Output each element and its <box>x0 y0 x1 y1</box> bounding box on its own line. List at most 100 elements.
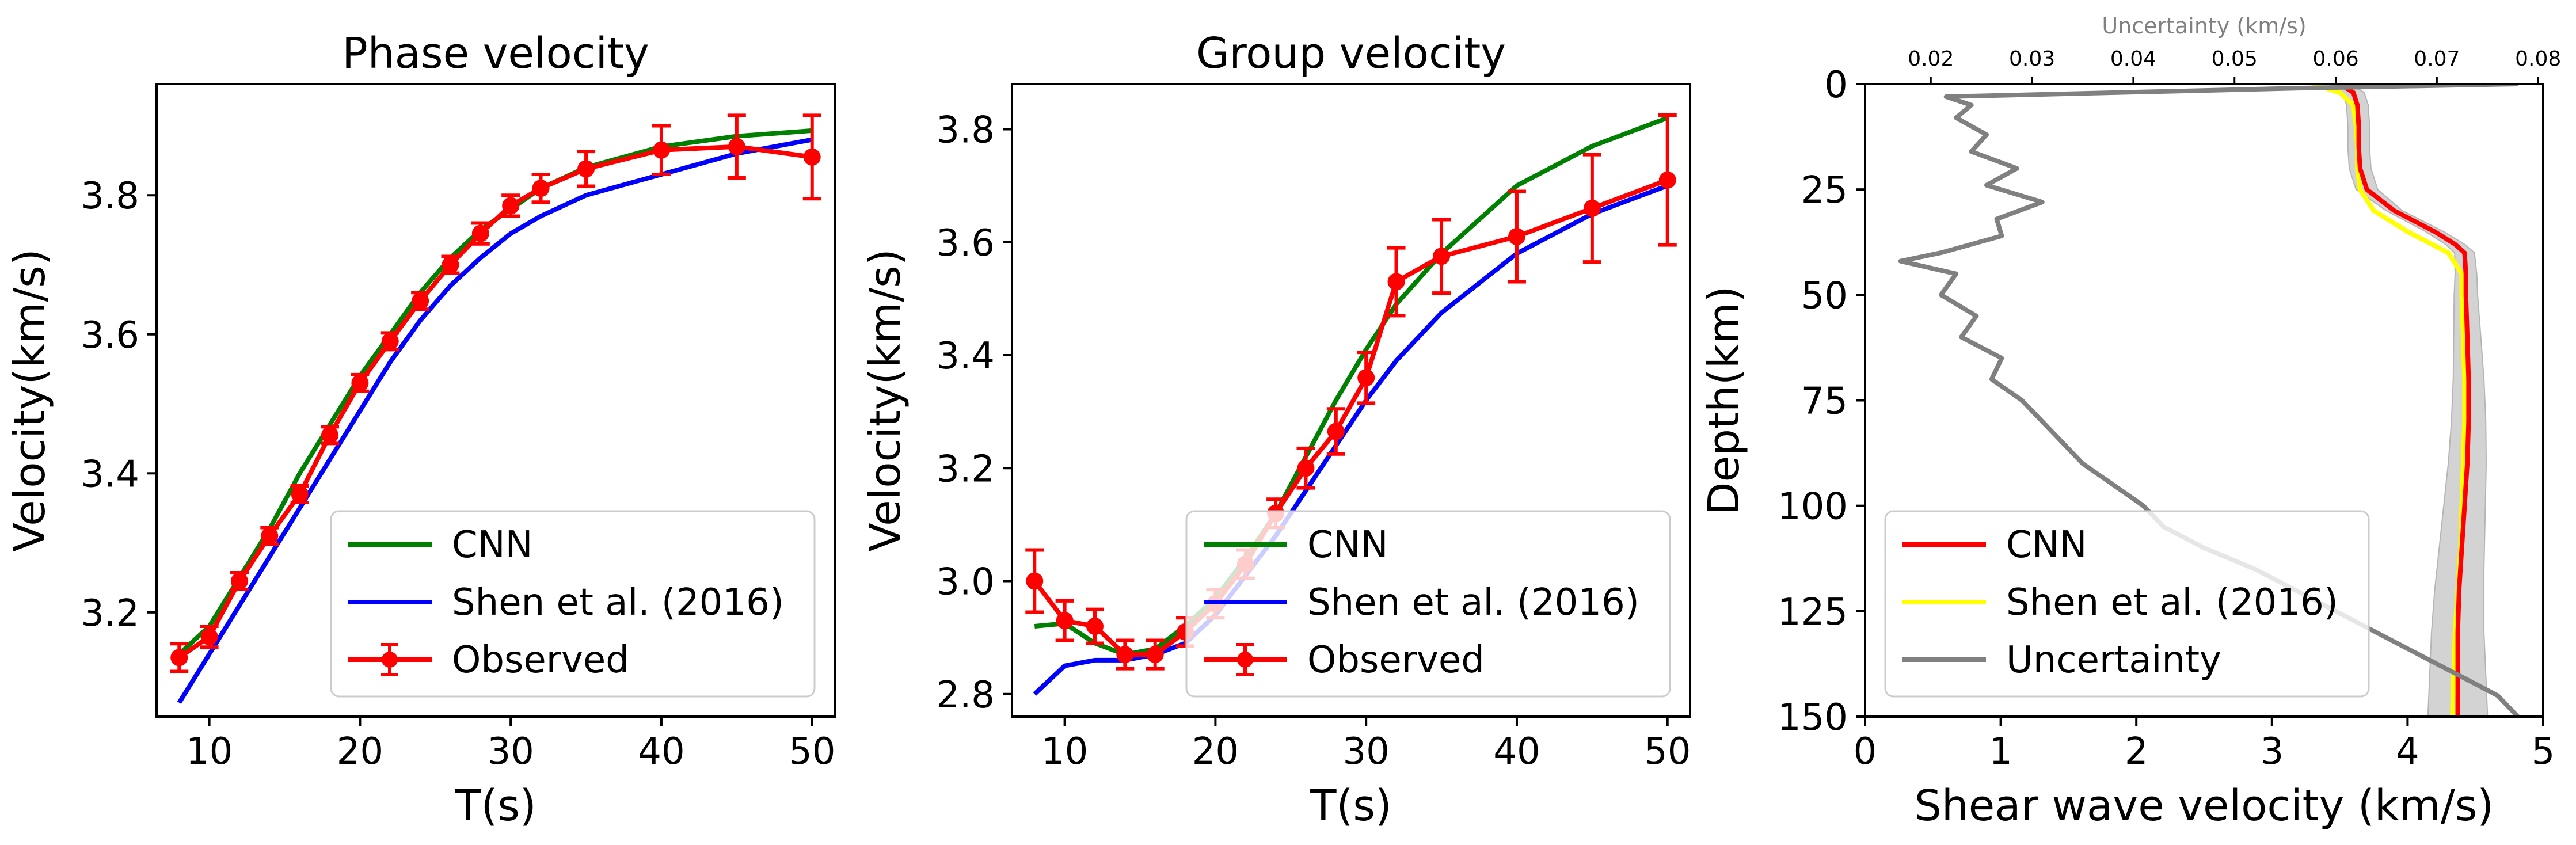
data-point <box>442 256 459 273</box>
x2-tick-label: 0.03 <box>2009 47 2055 71</box>
y-tick-label: 150 <box>1778 696 1848 739</box>
legend-label-3: Uncertainty <box>2006 639 2221 682</box>
series-line-2 <box>177 137 813 704</box>
data-point <box>1146 646 1164 664</box>
series-line-cnn <box>2338 84 2471 717</box>
x-tick-label: 1 <box>1989 730 2012 773</box>
legend-label-1: CNN <box>1307 524 1388 566</box>
panel-2: 10 20 30 40 50 2.8 3.0 3.2 3.4 3.6 3.8 Group veloci… <box>861 29 1691 831</box>
data-point <box>502 197 520 215</box>
data-point <box>261 527 279 545</box>
y-tick-label: 3.6 <box>81 314 139 357</box>
y-tick-label: 0 <box>1824 64 1848 106</box>
y-tick-label: 3.6 <box>936 222 995 265</box>
data-point <box>291 485 309 503</box>
x-tick-label: 0 <box>1854 730 1877 773</box>
data-point <box>577 160 595 178</box>
data-point <box>321 426 339 444</box>
data-point <box>351 374 369 392</box>
x2-tick-label: 0.07 <box>2414 47 2460 71</box>
data-point <box>412 292 429 310</box>
x-tick-label: 50 <box>789 730 835 773</box>
data-point <box>1056 612 1074 630</box>
data-point <box>803 148 821 166</box>
x-tick-label: 4 <box>2396 730 2419 773</box>
x-tick-label: 10 <box>1041 730 1088 773</box>
y-tick-label: 3.2 <box>936 448 995 490</box>
legend-label-3: Observed <box>1307 639 1485 682</box>
data-point <box>1116 646 1134 664</box>
x-axis-label: T(s) <box>1310 781 1392 831</box>
x-tick-label: 5 <box>2532 730 2555 773</box>
y-tick-label: 25 <box>1801 169 1848 212</box>
data-point <box>1086 618 1104 635</box>
y-tick-label: 3.4 <box>936 335 995 378</box>
data-point <box>1357 369 1375 387</box>
legend-label-2: Shen et al. (2016) <box>452 581 784 624</box>
panel-title: Group velocity <box>1196 29 1506 78</box>
x-tick-label: 40 <box>1493 730 1540 773</box>
x-tick-label: 10 <box>186 730 233 773</box>
y-tick-label: 3.0 <box>936 561 995 604</box>
axes-frame <box>155 83 836 718</box>
x-tick-label: 3 <box>2260 730 2284 773</box>
data-point <box>1387 273 1405 291</box>
y-axis-label: Velocity(km/s) <box>861 249 910 551</box>
legend-3: CNN Shen et al. (2016) Uncertainty <box>1884 510 2370 698</box>
x-tick-label: 20 <box>337 730 383 773</box>
legend-frame <box>1185 510 1671 698</box>
y-tick-label: 75 <box>1801 380 1848 423</box>
y-tick-label: 3.8 <box>81 175 139 218</box>
data-point <box>728 138 745 155</box>
data-point <box>170 649 188 667</box>
y-tick-label: 3.4 <box>81 453 139 496</box>
x-tick-label: 30 <box>1342 730 1389 773</box>
panel-title: Phase velocity <box>342 29 649 78</box>
x-axis-label: Shear wave velocity (km/s) <box>1915 781 2494 831</box>
data-point <box>1658 171 1676 189</box>
data-point <box>1327 422 1345 440</box>
legend-label-2: Shen et al. (2016) <box>1307 581 1639 624</box>
data-point <box>1026 572 1044 590</box>
data-point <box>471 224 489 242</box>
y-axis-label: Depth(km) <box>1699 286 1749 515</box>
x-tick-label: 40 <box>638 730 684 773</box>
y-tick-label: 2.8 <box>936 674 995 717</box>
legend-1: CNN Shen et al. (2016) Observed <box>330 510 816 698</box>
x-tick-label: 2 <box>2125 730 2148 773</box>
y-tick-label: 3.2 <box>81 592 139 635</box>
y-tick-label: 125 <box>1778 591 1848 634</box>
x-tick-label: 20 <box>1192 730 1239 773</box>
panel-1: 10 20 30 40 50 3.2 3.4 3.6 3.8 Phase velocity T(s)… <box>5 29 836 831</box>
data-point <box>200 628 218 646</box>
data-point <box>1433 248 1451 265</box>
data-point <box>1508 227 1525 245</box>
x-axis-label: T(s) <box>454 781 536 831</box>
top-axis-label: Uncertainty (km/s) <box>2102 13 2306 39</box>
x2-tick-label: 0.02 <box>1908 47 1954 71</box>
axes-frame <box>1011 83 1691 718</box>
x2-tick-label: 0.04 <box>2110 47 2156 71</box>
y-tick-label: 50 <box>1801 275 1848 317</box>
legend-frame <box>330 510 816 698</box>
legend-label-1: CNN <box>2006 524 2087 566</box>
y-tick-label: 3.8 <box>936 109 995 152</box>
x2-tick-label: 0.06 <box>2312 47 2358 71</box>
x-tick-label: 50 <box>1644 730 1691 773</box>
data-point <box>532 180 550 197</box>
data-point <box>1297 459 1315 477</box>
data-point <box>381 332 399 350</box>
legend-frame <box>1884 510 2370 698</box>
legend-2: CNN Shen et al. (2016) Observed <box>1185 510 1671 698</box>
legend-label-3: Observed <box>452 639 629 682</box>
legend-label-2: Shen et al. (2016) <box>2006 581 2338 624</box>
data-point <box>1583 199 1601 217</box>
y-tick-label: 100 <box>1778 486 1848 528</box>
x2-tick-label: 0.08 <box>2515 47 2561 71</box>
x-tick-label: 30 <box>487 730 534 773</box>
data-point <box>230 572 248 590</box>
x2-tick-label: 0.05 <box>2212 47 2258 71</box>
y-axis-label: Velocity(km/s) <box>5 249 55 551</box>
